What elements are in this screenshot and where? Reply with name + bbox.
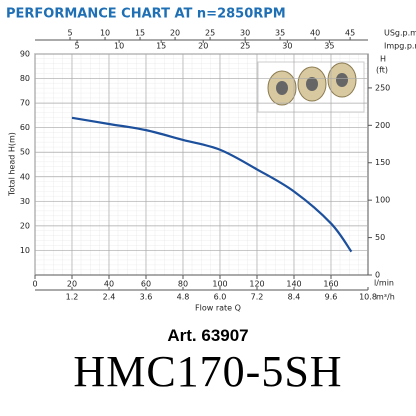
top-tick-label: 30 [282,42,292,51]
top-tick-label: 10 [100,29,110,38]
chart: PERFORMANCE CHART AT n=2850RPM Total hea… [6,7,416,313]
y2-tick-label: 0 [375,271,380,280]
x-tick-label: 0 [32,280,37,289]
performance-curve [71,116,353,253]
top-tick-label: 25 [205,29,215,38]
x-tick-label: 40 [104,280,114,289]
x2-tick-label: 10.8 [359,293,377,302]
top-tick-label: 5 [75,42,80,51]
top-tick-label: 15 [135,29,145,38]
y-tick-label: 60 [20,123,30,132]
y-tick-label: 70 [20,99,30,108]
x-tick-label: 80 [178,280,188,289]
x2-tick-label: 4.8 [177,293,190,302]
y2-tick-label: 250 [375,83,390,92]
x2-tick-label: 8.4 [288,293,301,302]
y-axis-label: Total head H(m) [8,132,17,197]
top-axis-label: USg.p.m [384,29,416,38]
y-tick-label: 30 [20,197,30,206]
y2-tick-label: 100 [375,196,390,205]
x2-tick-label: 2.4 [103,293,116,302]
y2-tick-label: 150 [375,158,390,167]
top-tick-label: 40 [310,29,320,38]
y2-tick-label: 50 [375,233,385,242]
article-number: Art. 63907 [167,326,249,345]
top-tick-label: 45 [345,29,355,38]
x-tick-label: 100 [212,280,227,289]
x-tick-label: 120 [249,280,264,289]
top-tick-label: 10 [114,42,124,51]
x2-tick-label: 7.2 [251,293,264,302]
top-tick-label: 20 [198,42,208,51]
y-tick-label: 40 [20,172,30,181]
model-name: HMC170-5SH [73,347,343,396]
top-tick-label: 30 [240,29,250,38]
y-tick-label: 10 [20,246,30,255]
x-tick-label: 160 [323,280,338,289]
top-tick-label: 5 [67,29,72,38]
top-tick-label: 20 [170,29,180,38]
top-tick-label: 35 [324,42,334,51]
x2-tick-label: 6.0 [214,293,227,302]
x-unit: l/min [374,279,394,288]
x-tick-label: 60 [141,280,151,289]
y-tick-label: 90 [20,50,30,59]
top-tick-label: 15 [156,42,166,51]
x2-tick-label: 9.6 [325,293,338,302]
y2-tick-label: 200 [375,121,390,130]
chart-title: PERFORMANCE CHART AT n=2850RPM [6,7,286,22]
top-tick-label: 35 [275,29,285,38]
x2-tick-label: 1.2 [66,293,79,302]
x-axis-label: Flow rate Q [195,304,241,313]
x2-tick-label: 3.6 [140,293,153,302]
x-tick-label: 140 [286,280,301,289]
y-tick-label: 80 [20,74,30,83]
y2-label: H [380,55,386,64]
x2-unit: m³/h [376,293,395,302]
x-tick-label: 20 [67,280,77,289]
top-tick-label: 25 [240,42,250,51]
y-tick-label: 20 [20,221,30,230]
y2-unit: (ft) [376,66,388,75]
y-tick-label: 50 [20,148,30,157]
pump-photo [257,61,365,113]
top-axis-label: Impg.p.m [384,42,416,51]
